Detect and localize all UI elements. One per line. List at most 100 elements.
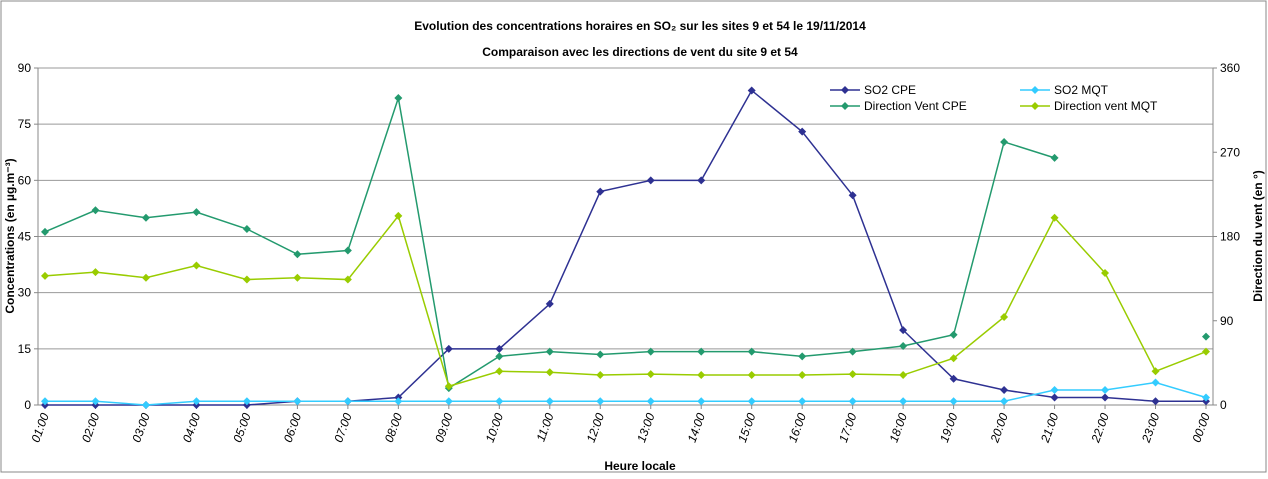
marker — [798, 371, 807, 380]
y2-tick-label: 0 — [1220, 398, 1227, 412]
chart-title: Evolution des concentrations horaires en… — [414, 19, 866, 33]
y2-tick-label: 270 — [1220, 145, 1240, 159]
marker — [1101, 393, 1110, 402]
series-line — [45, 89, 1206, 406]
marker — [41, 227, 49, 236]
y-axis-title: Concentrations (en µg.m⁻³) — [3, 158, 17, 313]
marker — [596, 371, 605, 380]
marker — [1151, 378, 1160, 387]
marker — [1202, 347, 1210, 356]
marker — [141, 213, 150, 222]
y2-tick-label: 360 — [1220, 61, 1240, 75]
marker — [848, 191, 857, 200]
marker — [293, 250, 302, 259]
marker — [596, 397, 605, 406]
marker — [394, 397, 403, 406]
marker — [646, 370, 655, 379]
marker — [949, 354, 958, 363]
marker — [242, 397, 251, 406]
marker — [747, 397, 756, 406]
marker — [1000, 137, 1009, 146]
y-tick-label: 30 — [18, 286, 32, 300]
marker — [646, 347, 655, 356]
marker — [1151, 397, 1160, 406]
legend-label: Direction vent MQT — [1054, 99, 1158, 113]
marker — [1000, 313, 1009, 322]
marker — [949, 330, 958, 339]
marker — [91, 397, 100, 406]
marker — [444, 382, 453, 391]
marker — [1101, 269, 1110, 278]
legend-marker — [1031, 102, 1039, 110]
marker — [1000, 397, 1009, 406]
marker — [1202, 393, 1210, 402]
marker — [343, 397, 352, 406]
marker — [192, 397, 201, 406]
marker — [596, 350, 605, 359]
legend-label: Direction Vent CPE — [864, 99, 967, 113]
marker — [293, 397, 302, 406]
series-line — [44, 214, 1207, 388]
marker — [141, 401, 150, 409]
marker — [1202, 332, 1210, 341]
legend-marker — [841, 86, 849, 94]
x-axis-title: Heure locale — [604, 459, 676, 473]
marker — [545, 397, 554, 406]
marker — [747, 371, 756, 380]
marker — [646, 176, 655, 185]
marker — [899, 397, 908, 406]
legend-label: SO2 CPE — [864, 83, 916, 97]
marker — [798, 352, 807, 361]
marker — [1050, 153, 1059, 162]
legend-label: SO2 MQT — [1054, 83, 1109, 97]
marker — [1050, 386, 1059, 395]
marker — [1050, 213, 1059, 222]
marker — [798, 127, 807, 136]
marker — [1050, 393, 1059, 402]
marker — [394, 93, 403, 102]
marker — [444, 397, 453, 406]
y-tick-label: 60 — [18, 173, 32, 187]
y-tick-label: 90 — [18, 61, 32, 75]
marker — [545, 368, 554, 377]
marker — [242, 275, 251, 284]
marker — [192, 261, 201, 270]
marker — [91, 206, 100, 215]
marker — [1000, 386, 1009, 395]
marker — [697, 347, 706, 356]
marker — [848, 397, 857, 406]
marker — [747, 347, 756, 356]
marker — [646, 397, 655, 406]
marker — [848, 347, 857, 356]
y2-axis-title: Direction du vent (en °) — [1251, 170, 1265, 301]
marker — [545, 347, 554, 356]
marker — [949, 397, 958, 406]
legend-marker — [1031, 86, 1039, 94]
marker — [41, 271, 49, 280]
marker — [242, 225, 251, 234]
y-tick-label: 75 — [18, 117, 32, 131]
marker — [91, 268, 100, 277]
legend-marker — [841, 102, 849, 110]
marker — [798, 397, 807, 406]
marker — [495, 397, 504, 406]
marker — [848, 370, 857, 379]
marker — [899, 371, 908, 380]
marker — [495, 367, 504, 376]
series-line — [45, 381, 1207, 406]
marker — [343, 275, 352, 284]
chart-subtitle: Comparaison avec les directions de vent … — [482, 45, 798, 59]
marker — [697, 371, 706, 380]
marker — [1101, 386, 1110, 395]
marker — [192, 208, 201, 217]
marker — [394, 211, 403, 220]
marker — [899, 342, 908, 351]
marker — [495, 344, 504, 353]
y2-tick-label: 90 — [1220, 314, 1234, 328]
marker — [141, 273, 150, 282]
y-tick-label: 0 — [24, 398, 31, 412]
marker — [444, 344, 453, 353]
marker — [899, 326, 908, 335]
marker — [697, 397, 706, 406]
